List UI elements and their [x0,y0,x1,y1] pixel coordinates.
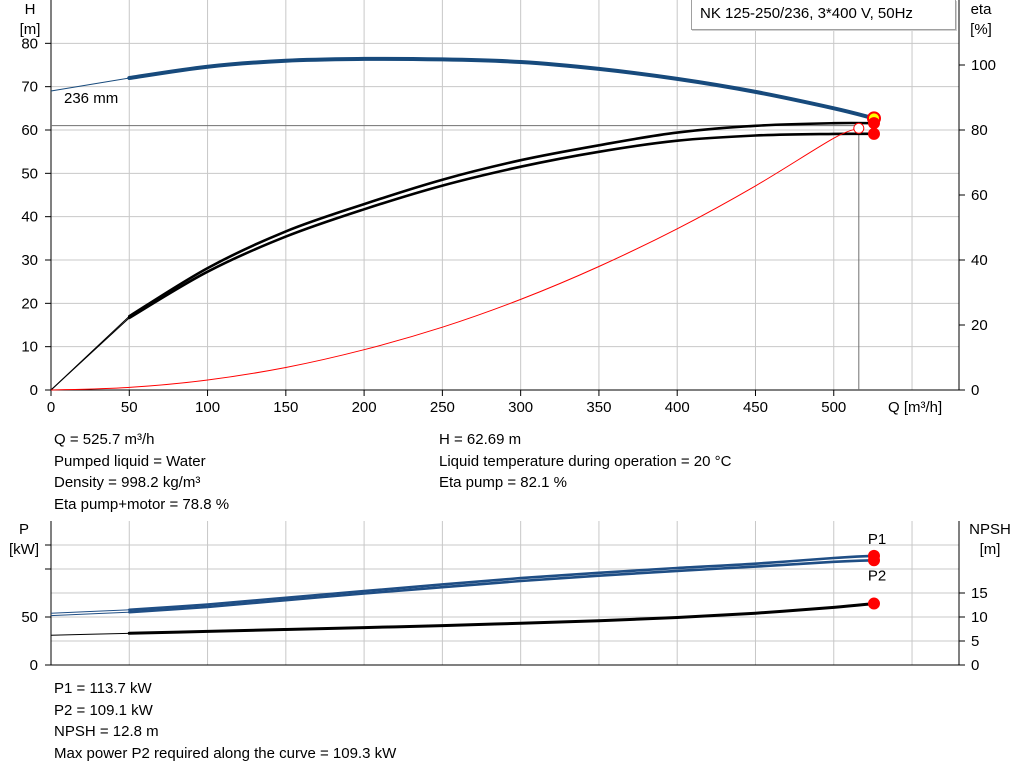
top-chart-axes: 0 10 20 30 40 50 60 70 80 0 20 40 60 80 100 0 50 100 150 20… [21,0,996,416]
eta-axis-title: [%] [970,21,992,38]
eta-tick-label: 0 [971,382,979,399]
q-tick-label: 250 [430,399,455,416]
npsh-axis-title: NPSH [969,521,1011,538]
info-npsh: NPSH = 12.8 m [54,723,159,740]
eta_total-curve [128,132,876,320]
system-curve [50,127,859,391]
p2-curve [128,559,876,614]
q-tick-label: 100 [195,399,220,416]
info-temperature: Liquid temperature during operation = 20… [439,452,732,470]
npsh-tick-label: 0 [971,657,979,674]
top-chart-series [50,56,881,391]
h-tick-label: 50 [21,165,38,182]
head-curve [127,56,876,121]
q-tick-label: 200 [352,399,377,416]
npsh-axis-title: [m] [980,541,1001,558]
p2-curve-extension [50,611,130,617]
eta-axis-title: eta [971,1,993,18]
q-axis-title: Q [m³/h] [888,399,942,416]
bottom-chart-grid [50,521,959,666]
system-curve-end-marker [853,122,865,134]
h-tick-label: 0 [30,382,38,399]
info-p2: P2 = 109.1 kW [54,701,153,719]
pump-title-box: NK 125-250/236, 3*400 V, 50Hz [691,0,956,30]
duty-info-right: H = 62.69 m Liquid temperature during op… [439,429,731,494]
p1-series-label: P1 [868,531,886,548]
h-tick-label: 40 [21,209,38,226]
bottom-chart-axes: 0 50 0 5 10 15 [21,521,988,674]
npsh-curve [127,602,876,635]
eta-end-marker [867,117,880,130]
eta_pump-curve [128,121,876,318]
p-axis-title: [kW] [9,541,39,558]
eta-tick-label: 60 [971,187,988,204]
eta-tick-label: 80 [971,122,988,139]
info-p1: P1 = 113.7 kW [54,680,152,697]
info-flow: Q = 525.7 m³/h [54,431,155,448]
p2-end-marker [867,554,880,567]
info-max-power: Max power P2 required along the curve = … [54,744,397,762]
chart-labels: H [m] eta [%] Q [m³/h] P [kW] NPSH [m] 236 mm P1 P2 [9,1,1011,584]
q-tick-label: 50 [121,399,138,416]
h-axis-title: H [25,1,36,18]
h-tick-label: 30 [21,252,38,269]
top-chart-grid [50,0,959,391]
eta_total-curve-extension [50,317,130,391]
p-tick-label: 50 [21,609,38,626]
p2-series-label: P2 [868,567,886,584]
eta-tick-label: 20 [971,317,988,334]
info-eta-pump: Eta pump = 82.1 % [439,474,567,491]
bottom-chart-series [50,549,880,636]
p-axis-title: P [19,521,29,538]
eta-tick-label: 100 [971,57,996,74]
pump-title: NK 125-250/236, 3*400 V, 50Hz [700,5,913,22]
q-tick-label: 500 [821,399,846,416]
q-tick-label: 300 [508,399,533,416]
p1-curve-extension [50,609,130,614]
head-curve-extension [50,77,130,92]
npsh-tick-label: 10 [971,609,988,626]
duty-info-left: Q = 525.7 m³/h Pumped liquid = Water Den… [54,429,229,515]
npsh-tick-label: 5 [971,633,979,650]
info-density: Density = 998.2 kg/m³ [54,474,201,491]
npsh-end-marker [867,597,880,610]
eta-tick-label: 40 [971,252,988,269]
q-tick-label: 0 [47,399,55,416]
h-tick-label: 10 [21,339,38,356]
eta-end-marker [867,127,880,140]
p-tick-label: 0 [30,657,38,674]
info-head: H = 62.69 m [439,431,522,448]
npsh-tick-label: 15 [971,585,988,602]
q-tick-label: 400 [665,399,690,416]
h-tick-label: 80 [21,35,38,52]
h-axis-title: [m] [20,21,41,38]
h-tick-label: 20 [21,295,38,312]
p1-curve [128,554,876,612]
h-tick-label: 70 [21,79,38,96]
impeller-diameter-label: 236 mm [64,90,118,107]
power-info: P1 = 113.7 kW P2 = 109.1 kW NPSH = 12.8 … [54,678,396,764]
npsh-curve-extension [50,632,130,636]
q-tick-label: 150 [273,399,298,416]
q-tick-label: 350 [586,399,611,416]
info-eta-pump-motor: Eta pump+motor = 78.8 % [54,495,230,513]
q-tick-label: 450 [743,399,768,416]
h-tick-label: 60 [21,122,38,139]
info-liquid: Pumped liquid = Water [54,452,206,470]
